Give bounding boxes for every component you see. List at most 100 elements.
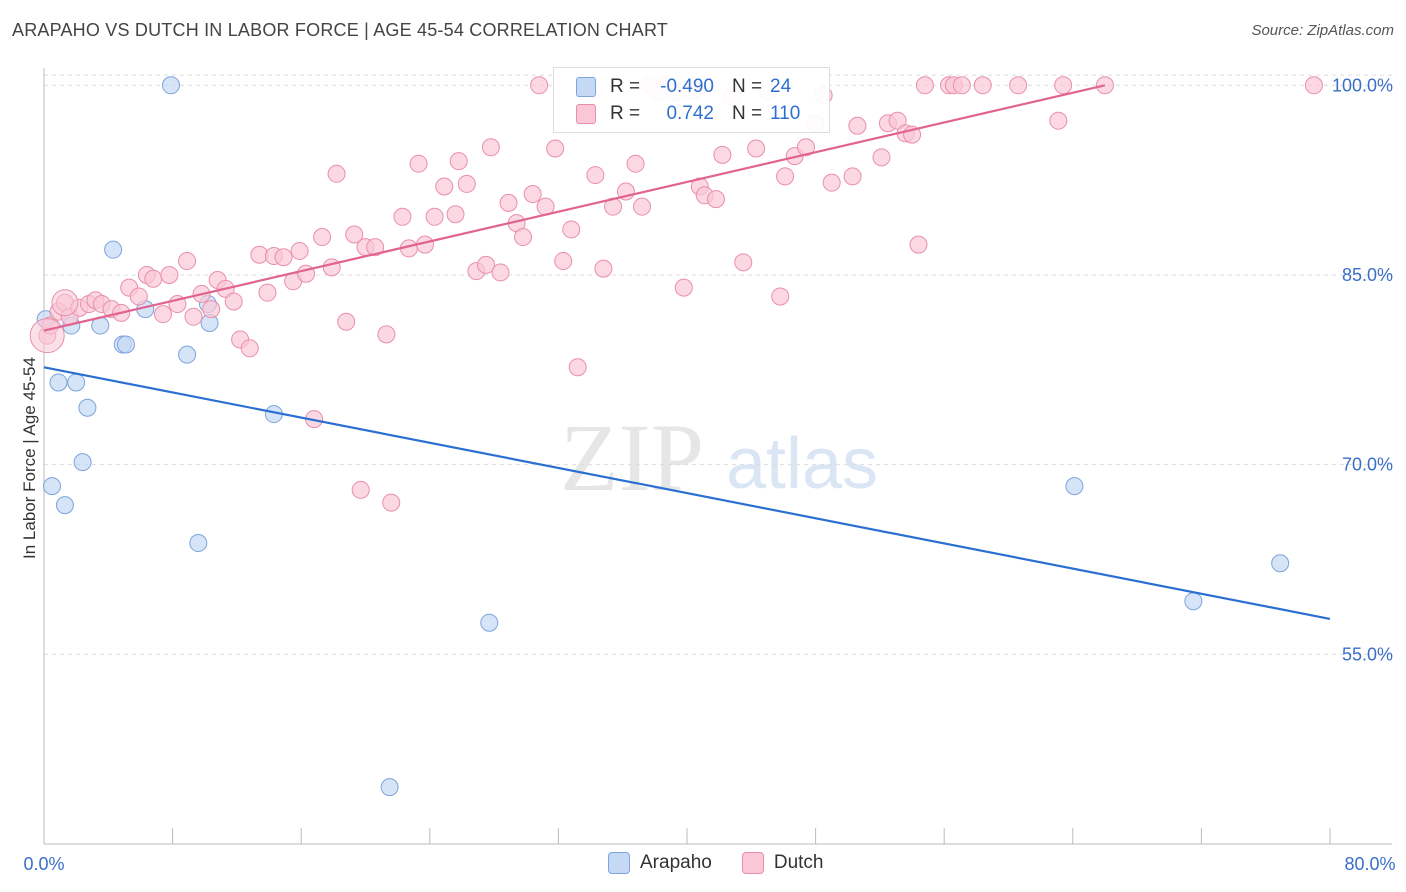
trend-layer: [43, 84, 1331, 620]
dutch-point: [178, 252, 197, 271]
r-label: R =: [610, 103, 641, 124]
r-value: 0.742: [666, 103, 714, 124]
dutch-point: [562, 220, 581, 239]
dutch-point: [888, 111, 907, 130]
dutch-point: [425, 207, 444, 226]
dutch-point: [345, 225, 364, 244]
arapaho-point: [480, 613, 499, 632]
dutch-point: [153, 305, 172, 324]
dutch-point: [322, 258, 341, 277]
dutch-point: [909, 235, 928, 254]
dutch-point: [290, 241, 309, 260]
dutch-point: [872, 148, 891, 167]
dutch-point: [747, 139, 766, 158]
dutch-point: [202, 300, 221, 319]
dutch-point: [499, 193, 518, 212]
y-tick-label: 100.0%: [1332, 75, 1393, 95]
arapaho-point: [67, 373, 86, 392]
y-tick-label: 85.0%: [1342, 265, 1393, 285]
dutch-point: [952, 76, 971, 95]
dutch-point: [973, 76, 992, 95]
arapaho-point: [116, 335, 135, 354]
dutch-point: [313, 228, 332, 247]
dutch-point-cluster: [29, 318, 65, 354]
dutch-point: [1049, 111, 1068, 130]
watermark: ZIP atlas: [560, 404, 878, 511]
dutch-point: [258, 283, 277, 302]
dutch-point: [546, 139, 565, 158]
tick-label-layer: 55.0% 70.0% 85.0% 100.0% 0.0% 80.0%: [23, 75, 1395, 874]
dutch-point: [594, 259, 613, 278]
arapaho-point: [55, 496, 74, 515]
arapaho-legend-swatch: [608, 852, 630, 874]
arapaho-legend-label: Arapaho: [640, 852, 712, 873]
arapaho-trend-line: [43, 366, 1331, 620]
n-value: 110: [770, 103, 801, 124]
arapaho-point: [78, 398, 97, 417]
arapaho-point: [1271, 554, 1290, 573]
dutch-point: [377, 325, 396, 344]
dutch-point: [337, 312, 356, 331]
arapaho-point: [1184, 592, 1203, 611]
dutch-point: [1054, 76, 1073, 95]
y-tick-label: 55.0%: [1342, 644, 1393, 664]
n-label: N =: [732, 76, 763, 97]
dutch-point: [144, 269, 163, 288]
dutch-point: [568, 358, 587, 377]
dutch-point: [477, 255, 496, 274]
arapaho-point: [1065, 477, 1084, 496]
legend-item-arapaho[interactable]: Arapaho: [608, 852, 712, 874]
arapaho-point: [73, 453, 92, 472]
x-tick-label-min: 0.0%: [23, 854, 64, 874]
r-label: R =: [610, 76, 641, 97]
arapaho-point: [189, 534, 208, 553]
dutch-point: [327, 164, 346, 183]
dutch-point: [523, 185, 542, 204]
dutch-point: [586, 166, 605, 185]
dutch-point: [457, 174, 476, 193]
dutch-point: [1009, 76, 1028, 95]
dutch-point: [554, 252, 573, 271]
dutch-point: [491, 263, 510, 282]
dutch-legend-label: Dutch: [773, 852, 824, 873]
watermark-atlas: atlas: [726, 424, 878, 504]
dutch-point-cluster: [51, 289, 79, 317]
dutch-point: [1304, 76, 1323, 95]
arapaho-point: [49, 373, 68, 392]
arapaho-point: [380, 778, 399, 797]
dutch-point: [409, 154, 428, 173]
legend-row-arapaho: R = -0.490 N = 24: [576, 76, 791, 98]
dutch-point: [351, 480, 370, 499]
chart-title: ARAPAHO VS DUTCH IN LABOR FORCE | AGE 45…: [12, 20, 669, 40]
dutch-point: [446, 205, 465, 224]
dutch-point: [435, 177, 454, 196]
dutch-point: [848, 116, 867, 135]
dutch-trend-line: [43, 84, 1106, 332]
legend-item-dutch[interactable]: Dutch: [741, 852, 824, 874]
dutch-point: [514, 228, 533, 247]
dutch-point: [224, 292, 243, 311]
points-layer: [29, 76, 1323, 797]
dutch-point: [129, 287, 148, 306]
legend-row-dutch: R = 0.742 N = 110: [576, 103, 800, 125]
dutch-point: [393, 207, 412, 226]
dutch-point: [626, 154, 645, 173]
dutch-point: [382, 493, 401, 512]
axis-layer: [43, 68, 1392, 845]
chart-source: Source: ZipAtlas.com: [1251, 22, 1394, 39]
watermark-zip: ZIP: [560, 404, 704, 511]
x-tick-label-max: 80.0%: [1344, 854, 1395, 874]
dutch-point: [734, 253, 753, 272]
stats-legend: R = -0.490 N = 24 R = 0.742 N = 110: [553, 67, 830, 133]
series-legend: Arapaho Dutch: [608, 852, 853, 874]
dutch-point: [796, 138, 815, 157]
dutch-point: [481, 138, 500, 157]
dutch-point: [713, 145, 732, 164]
dutch-point: [822, 173, 841, 192]
arapaho-swatch: [576, 77, 596, 97]
dutch-point: [449, 152, 468, 171]
dutch-swatch: [576, 104, 596, 124]
dutch-point: [776, 167, 795, 186]
dutch-point: [706, 190, 725, 209]
